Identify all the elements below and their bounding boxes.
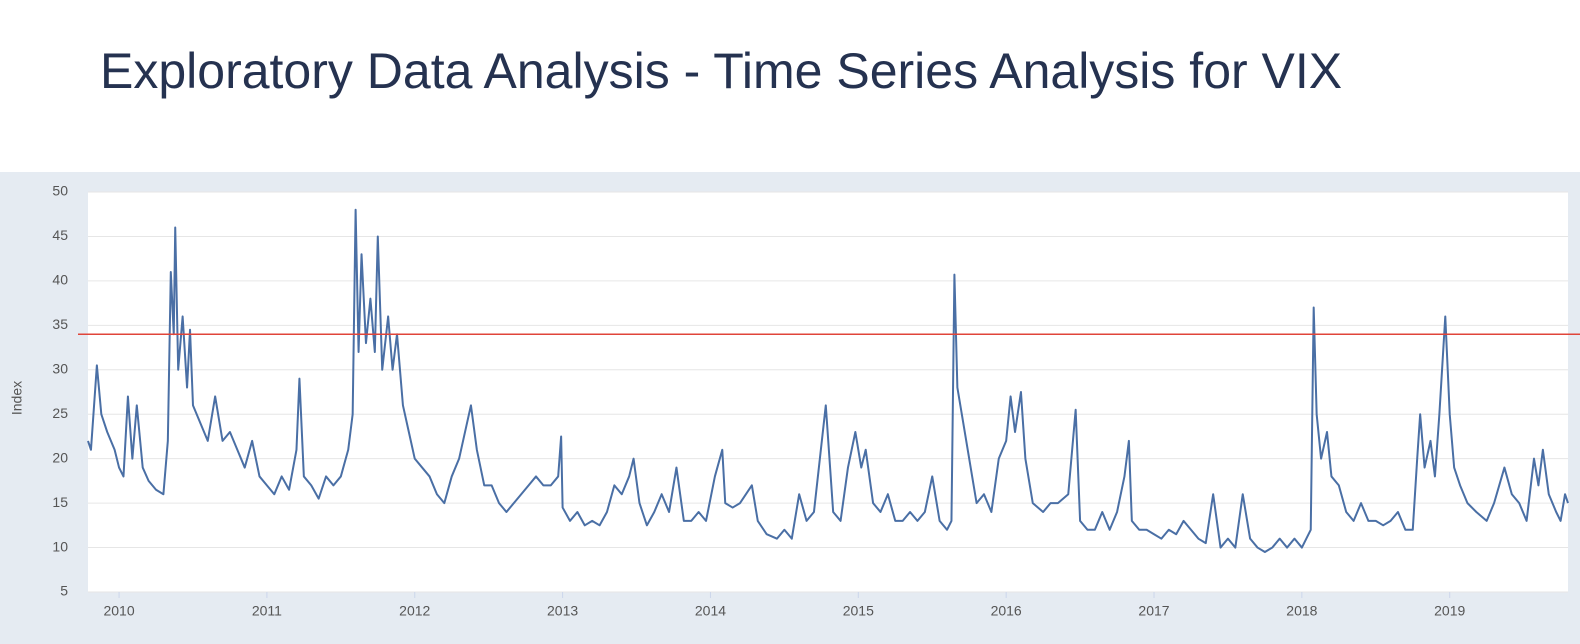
x-tick-label: 2018 xyxy=(1286,603,1317,619)
y-tick-label: 45 xyxy=(52,227,68,243)
x-tick-label: 2016 xyxy=(991,603,1022,619)
y-tick-label: 15 xyxy=(52,494,68,510)
x-tick-label: 2014 xyxy=(695,603,726,619)
y-tick-label: 5 xyxy=(60,583,68,599)
y-tick-label: 20 xyxy=(52,449,68,465)
chart: Index 5 10 15 20 25 30 35 40 45 50 2010 2011 2012 201… xyxy=(0,172,1580,644)
x-tick-label: 2017 xyxy=(1138,603,1169,619)
slide-title: Exploratory Data Analysis - Time Series … xyxy=(100,43,1343,99)
y-tick-label: 50 xyxy=(52,183,68,199)
data-line xyxy=(87,208,1569,553)
x-tick-label: 2010 xyxy=(103,603,134,619)
y-tick-label: 25 xyxy=(52,405,68,421)
x-tick-label: 2015 xyxy=(843,603,874,619)
y-tick-label: 10 xyxy=(52,538,68,554)
y-tick-label: 40 xyxy=(52,272,68,288)
y-tick-label: 35 xyxy=(52,316,68,332)
x-tick-label: 2013 xyxy=(547,603,578,619)
x-tick-label: 2011 xyxy=(252,603,282,619)
y-axis-label: Index xyxy=(9,381,25,415)
x-tick-label: 2019 xyxy=(1434,603,1465,619)
x-tick-label: 2012 xyxy=(399,603,430,619)
y-tick-label: 30 xyxy=(52,360,68,376)
plot-area xyxy=(88,192,1568,592)
